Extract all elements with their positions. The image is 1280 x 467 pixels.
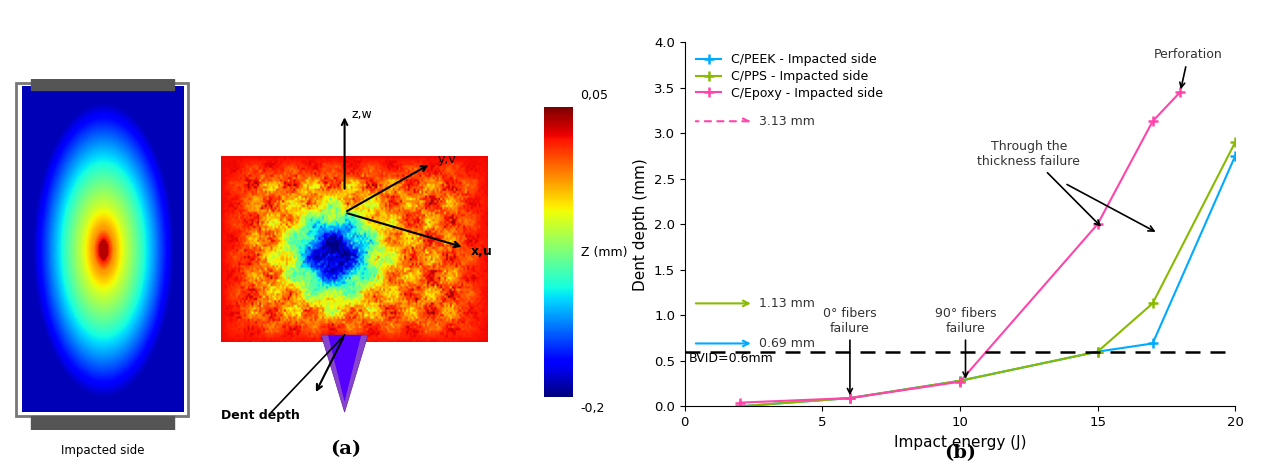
Bar (31, 79, 174, 90)
Line: C/PPS - Impacted side: C/PPS - Impacted side (735, 137, 1240, 411)
Bar (31, 416, 174, 430)
Text: 3.13 mm: 3.13 mm (759, 115, 815, 128)
Text: 90° fibers
failure: 90° fibers failure (934, 307, 996, 377)
C/PEEK - Impacted side (952, 378, 968, 383)
Text: (a): (a) (330, 439, 361, 458)
C/PEEK - Impacted side (842, 395, 858, 401)
C/PEEK - Impacted side (1146, 340, 1161, 346)
C/PPS - Impacted side (1091, 349, 1106, 354)
C/PEEK - Impacted side (1091, 349, 1106, 354)
C/Epoxy - Impacted side (732, 400, 748, 405)
X-axis label: Impact energy (J): Impact energy (J) (893, 435, 1027, 450)
Polygon shape (328, 335, 361, 402)
C/PEEK - Impacted side (1228, 153, 1243, 159)
Text: (b): (b) (945, 444, 977, 462)
C/Epoxy - Impacted side (1146, 119, 1161, 124)
Text: Z (mm): Z (mm) (581, 246, 627, 259)
Text: z,w: z,w (351, 108, 372, 121)
Legend: C/PEEK - Impacted side, C/PPS - Impacted side, C/Epoxy - Impacted side: C/PEEK - Impacted side, C/PPS - Impacted… (691, 48, 888, 105)
Text: x,u: x,u (471, 245, 493, 257)
C/Epoxy - Impacted side (842, 395, 858, 401)
Text: Dent depth: Dent depth (221, 409, 301, 422)
Polygon shape (321, 335, 367, 412)
Y-axis label: Dent depth (mm): Dent depth (mm) (634, 158, 649, 290)
Text: 0,05: 0,05 (581, 89, 608, 102)
Line: C/Epoxy - Impacted side: C/Epoxy - Impacted side (735, 87, 1185, 408)
Text: BVID=0.6mm: BVID=0.6mm (689, 352, 773, 365)
C/Epoxy - Impacted side (1172, 89, 1188, 95)
C/PPS - Impacted side (952, 378, 968, 383)
Text: 0° fibers
failure: 0° fibers failure (823, 307, 877, 394)
Text: 0.69 mm: 0.69 mm (759, 337, 815, 350)
C/Epoxy - Impacted side (1091, 221, 1106, 227)
C/Epoxy - Impacted side (952, 379, 968, 384)
C/PPS - Impacted side (732, 403, 748, 409)
C/PPS - Impacted side (1228, 139, 1243, 145)
Text: -0,2: -0,2 (581, 402, 605, 415)
C/PPS - Impacted side (1146, 301, 1161, 306)
Text: Perforation: Perforation (1155, 49, 1222, 88)
C/PPS - Impacted side (842, 395, 858, 401)
Line: C/PEEK - Impacted side: C/PEEK - Impacted side (735, 151, 1240, 411)
Text: Impacted side: Impacted side (60, 444, 145, 457)
C/PEEK - Impacted side (732, 403, 748, 409)
Text: Through the
thickness failure: Through the thickness failure (978, 140, 1100, 226)
Text: y,v: y,v (438, 154, 457, 166)
Text: 1.13 mm: 1.13 mm (759, 297, 815, 310)
